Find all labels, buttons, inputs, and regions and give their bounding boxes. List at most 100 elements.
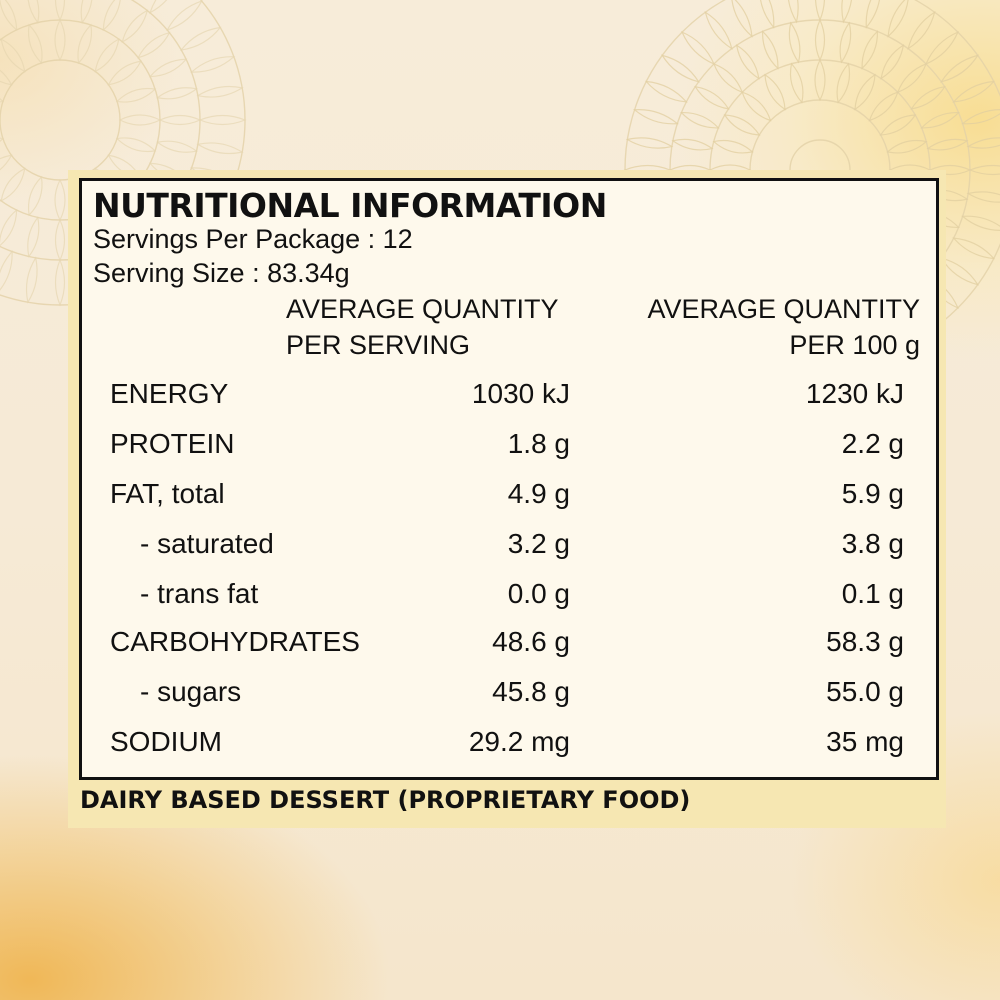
per-serving-value: 4.9 g [507,478,570,509]
mandala-petal [787,0,799,24]
mandala-petal [54,0,66,22]
column-header-per-100g: AVERAGE QUANTITY PER 100 g [647,291,920,363]
mandala-petal [760,0,775,29]
mandala-petal [865,0,880,29]
mandala-petal [907,10,936,50]
mandala-petal [966,191,1000,203]
per-serving-value: 29.2 mg [468,726,570,757]
mandala-petal [0,250,13,291]
mandala-petal [0,69,13,86]
nutrient-row-sodium: SODIUM 29.2 mg 35 mg [0,726,1000,766]
column-header-per-100g-line1: AVERAGE QUANTITY [647,294,920,324]
mandala-petal [789,62,804,104]
nutrient-row-trans-fat: - trans fat 0.0 g 0.1 g [0,578,1000,618]
mandala-petal [680,30,716,66]
mandala-petal [121,9,149,43]
nutrient-name: CARBOHYDRATES [110,626,360,657]
mandala-petal [115,87,157,103]
mandala-petal [156,87,198,100]
mandala-petal [166,0,203,32]
mandala-petal [735,44,760,80]
mandala-petal [660,54,700,83]
mandala-petal [0,208,18,247]
mandala-petal [118,114,162,126]
mandala-petal [814,18,826,62]
column-header-per-serving-line2: PER SERVING [286,330,471,360]
mandala-petal [924,30,960,66]
mandala-petal [887,0,909,38]
mandala-petal [761,30,779,70]
mandala-petal [148,58,188,78]
mandala-petal [694,85,730,110]
nutrient-name: PROTEIN [110,428,235,459]
mandala-petal [0,137,5,142]
mandala-petal [156,140,198,153]
per-100g-value: 3.8 g [841,528,904,559]
mandala-petal [0,38,26,73]
mandala-petal [920,111,960,129]
nutrition-table-frame [79,178,939,780]
product-description: DAIRY BASED DESSERT (PROPRIETARY FOOD) [80,786,691,814]
nutrient-name: - saturated [140,528,274,559]
mandala-petal [107,60,142,86]
mandala-petal [54,18,66,62]
mandala-petal [115,137,157,153]
mandala-petal [764,73,786,111]
mandala-petal [868,91,899,122]
mandala-petal [968,164,1000,176]
nutrient-name: - sugars [140,676,242,707]
mandala-petal [671,138,714,151]
per-serving-value: 3.2 g [507,528,570,559]
per-100g-value: 1230 kJ [805,378,904,409]
mandala-petal [77,23,93,65]
mandala-petal [137,31,171,59]
mandala-petal [0,167,26,202]
mandala-petal [836,62,851,104]
mandala-petal [879,114,917,136]
mandala-petal [704,10,733,50]
mandala-petal [27,216,40,258]
nutrient-row-carbohydrates: CARBOHYDRATES 48.6 g 58.3 g [0,626,1000,666]
mandala-petal [196,85,244,98]
mandala-petal [886,139,928,154]
mandala-petal [712,139,754,154]
mandala-petal [940,54,980,83]
mandala-petal [841,0,853,24]
mandala-petal [80,0,93,24]
mandala-petal [190,56,236,73]
nutrient-name: FAT, total [110,478,225,509]
mandala-petal [27,23,43,65]
mandala-petal [102,0,121,32]
mandala-petal [54,178,66,222]
per-100g-value: 0.1 g [841,578,904,609]
mandala-petal [788,21,801,64]
mandala-petal [198,114,247,126]
mandala-petal [815,0,825,22]
mandala-petal [961,215,1000,231]
per-serving-value: 45.8 g [492,676,570,707]
column-header-per-serving-line1: AVERAGE QUANTITY [286,294,559,324]
mandala-petal [723,114,761,136]
mandala-petal [839,21,852,64]
nutrient-name: - trans fat [140,578,259,609]
mandala-petal [0,0,18,32]
serving-size: Serving Size : 83.34g [93,258,350,288]
mandala-petal [854,73,876,111]
nutrient-row-sugars: - sugars 45.8 g 55.0 g [0,676,1000,716]
mandala-petal [731,0,753,38]
panel-title: NUTRITIONAL INFORMATION [93,186,607,225]
mandala-petal [741,91,772,122]
mandala-petal [940,257,980,286]
mandala-petal [625,137,674,149]
mandala-petal [179,26,222,51]
per-100g-value: 58.3 g [826,626,904,657]
mandala-petal [896,62,928,94]
per-serving-value: 1.8 g [507,428,570,459]
mandala-petal [0,98,5,103]
mandala-petal [952,80,996,103]
nutrient-row-saturated: - saturated 3.2 g 3.8 g [0,528,1000,568]
column-header-per-serving: AVERAGE QUANTITY PER SERVING [286,291,559,363]
mandala-petal [680,111,720,129]
nutrient-row-energy: ENERGY 1030 kJ 1230 kJ [0,378,1000,418]
mandala-petal [158,114,202,126]
